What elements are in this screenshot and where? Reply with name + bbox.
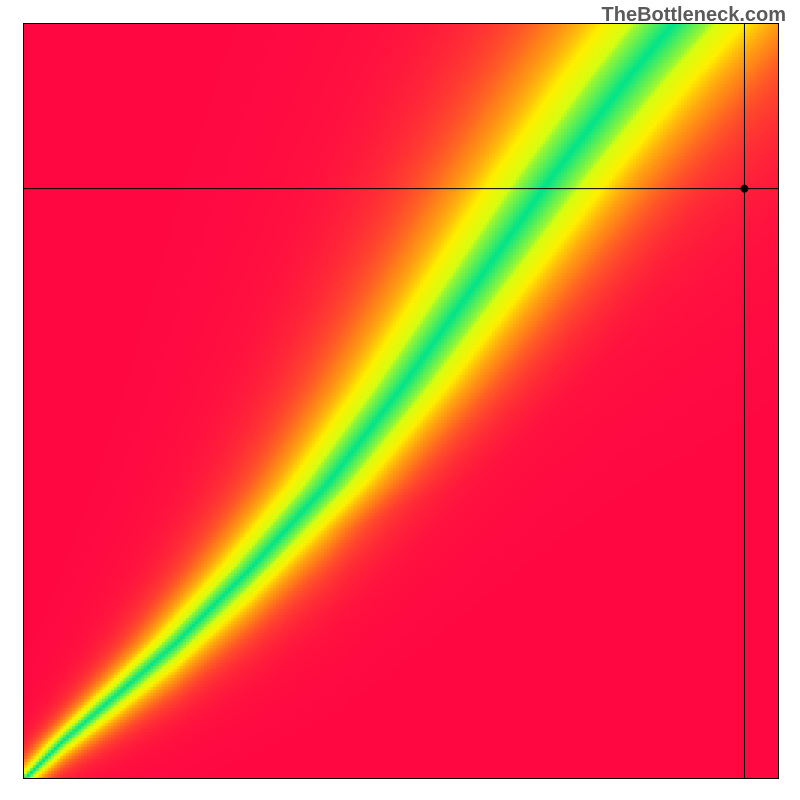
heatmap-plot xyxy=(23,23,779,779)
chart-container: { "watermark": { "text": "TheBottleneck.… xyxy=(0,0,800,800)
heatmap-canvas xyxy=(24,24,778,778)
